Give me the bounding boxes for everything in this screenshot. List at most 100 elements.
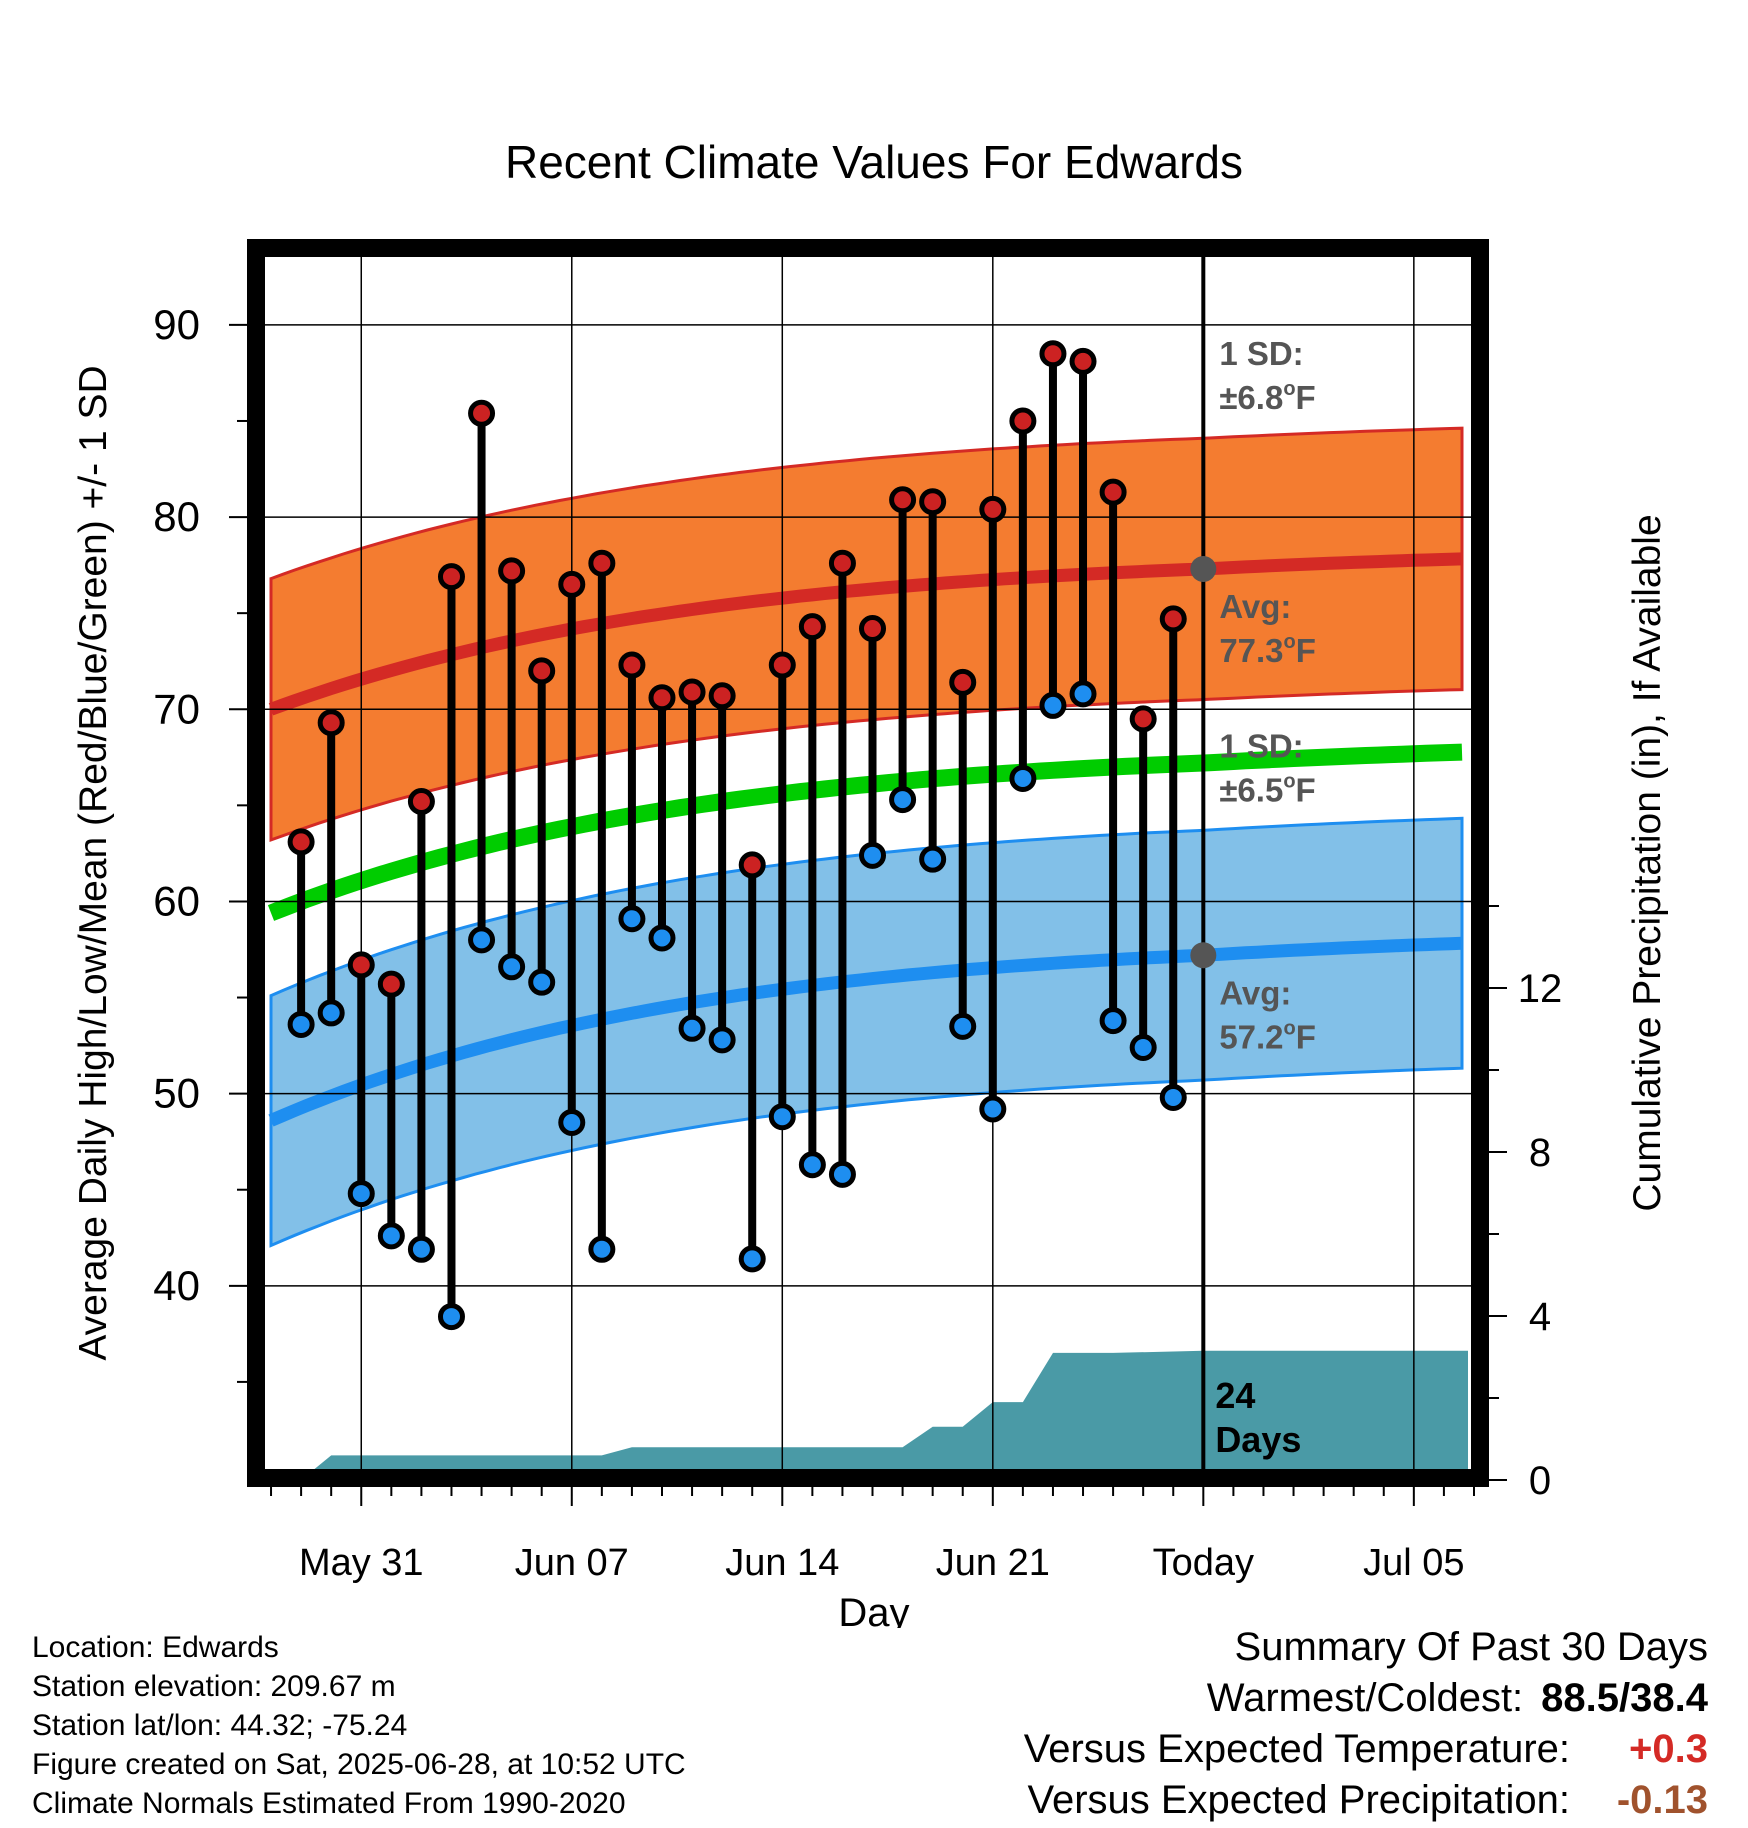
daily-high-point — [1069, 347, 1097, 375]
mean-normal-line — [267, 743, 1463, 921]
summary-warmest-row: Warmest/Coldest: 88.5/38.4 — [1024, 1673, 1708, 1724]
daily-low-point — [377, 1222, 405, 1250]
daily-low-point — [1009, 764, 1037, 792]
y-tick-label-left: 60 — [153, 877, 200, 924]
precip-area — [271, 1350, 1468, 1480]
daily-high-point — [678, 678, 706, 706]
high-normal-line — [268, 552, 1463, 716]
daily-low-point — [828, 1160, 856, 1188]
x-axis-label: Day — [838, 1591, 909, 1628]
daily-low-point — [588, 1235, 616, 1263]
precip-diff-value: -0.13 — [1616, 1778, 1708, 1822]
daily-low-point — [768, 1103, 796, 1131]
y-tick-label-right: 4 — [1529, 1295, 1551, 1339]
today-days-label: 24 — [1215, 1375, 1255, 1416]
daily-low-point — [708, 1026, 736, 1054]
warmest-label: Warmest/Coldest: — [1206, 1676, 1524, 1720]
y-axis-label-right: Cumulative Precipitation (in), If Availa… — [1626, 514, 1669, 1211]
daily-low-point — [1159, 1083, 1187, 1111]
y-tick-label-left: 90 — [153, 301, 200, 348]
station-info: Location: Edwards Station elevation: 209… — [32, 1628, 686, 1823]
daily-high-point — [798, 613, 826, 641]
y-tick-label-left: 70 — [153, 685, 200, 732]
summary-title: Summary Of Past 30 Days — [1234, 1625, 1708, 1669]
y-tick-label-left: 80 — [153, 493, 200, 540]
daily-low-point — [347, 1180, 375, 1208]
daily-low-point — [979, 1095, 1007, 1123]
plot-frame — [247, 239, 1489, 1487]
daily-high-point — [558, 570, 586, 598]
daily-high-point — [859, 615, 887, 643]
daily-high-point — [708, 682, 736, 710]
daily-high-point — [498, 557, 526, 585]
low-normal-annotation: 1 SD: ±6.5oF Avg: 57.2oF — [1219, 727, 1316, 1055]
daily-low-point — [407, 1235, 435, 1263]
normals-text: Climate Normals Estimated From 1990-2020 — [32, 1787, 626, 1820]
daily-high-point — [648, 684, 676, 712]
daily-high-point — [377, 970, 405, 998]
sd-value-label: ±6.5oF — [1219, 770, 1315, 808]
daily-high-point — [588, 549, 616, 577]
y-axis-label-left: Average Daily High/Low/Mean (Red/Blue/Gr… — [72, 365, 115, 1360]
daily-low-point — [648, 924, 676, 952]
sd-label: 1 SD: — [1219, 727, 1303, 764]
avg-label: Avg: — [1219, 974, 1291, 1011]
daily-high-point — [528, 657, 556, 685]
y-tick-label-left: 50 — [153, 1070, 200, 1117]
temp-diff-value: +0.3 — [1629, 1727, 1708, 1771]
daily-low-point — [618, 905, 646, 933]
sd-value-label: ±6.8oF — [1219, 378, 1315, 416]
daily-high-point — [768, 651, 796, 679]
summary-temp-row: Versus Expected Temperature: +0.3 — [1024, 1724, 1708, 1775]
daily-high-point — [618, 651, 646, 679]
high-normal-annotation: 1 SD: ±6.8oF Avg: 77.3oF — [1219, 335, 1316, 669]
daily-low-point — [738, 1245, 766, 1273]
daily-high-point — [979, 495, 1007, 523]
today-days-label: Days — [1215, 1419, 1301, 1460]
daily-high-point — [738, 851, 766, 879]
daily-low-point — [1069, 680, 1097, 708]
daily-high-point — [889, 486, 917, 514]
low-normal-line — [268, 936, 1463, 1127]
y-tick-label-right: 8 — [1529, 1131, 1551, 1175]
daily-low-point — [558, 1108, 586, 1136]
daily-high-point — [437, 563, 465, 591]
daily-low-point — [437, 1303, 465, 1331]
daily-high-point — [1159, 605, 1187, 633]
daily-low-point — [528, 968, 556, 996]
avg-value-label: 77.3oF — [1219, 631, 1316, 669]
daily-low-point — [468, 926, 496, 954]
daily-high-point — [1009, 407, 1037, 435]
created-text: Figure created on Sat, 2025-06-28, at 10… — [32, 1748, 686, 1781]
daily-low-point — [1039, 691, 1067, 719]
x-tick-label: Jun 21 — [936, 1542, 1050, 1584]
daily-high-point — [1099, 478, 1127, 506]
daily-high-point — [1039, 340, 1067, 368]
summary-panel: Summary Of Past 30 Days Warmest/Coldest:… — [1024, 1622, 1708, 1826]
today-low-normal-marker — [1190, 942, 1217, 969]
daily-high-point — [468, 399, 496, 427]
y-tick-label-left: 40 — [153, 1262, 200, 1309]
daily-high-point — [919, 488, 947, 516]
warmest-value: 88.5/38.4 — [1541, 1676, 1708, 1720]
daily-low-point — [798, 1151, 826, 1179]
daily-high-point — [949, 668, 977, 696]
summary-precip-row: Versus Expected Precipitation: -0.13 — [1024, 1775, 1708, 1826]
daily-low-point — [1099, 1007, 1127, 1035]
daily-high-point — [828, 549, 856, 577]
daily-high-point — [317, 709, 345, 737]
daily-low-point — [678, 1014, 706, 1042]
daily-low-point — [317, 999, 345, 1027]
daily-low-point — [919, 845, 947, 873]
daily-low-point — [1129, 1034, 1157, 1061]
precip-diff-label: Versus Expected Precipitation: — [1027, 1778, 1570, 1822]
x-tick-label: Jun 14 — [725, 1542, 839, 1584]
x-tick-label: May 31 — [299, 1542, 424, 1584]
today-high-normal-marker — [1190, 555, 1217, 582]
y-tick-label-right: 0 — [1529, 1459, 1551, 1503]
daily-high-point — [407, 788, 435, 815]
daily-low-point — [859, 841, 887, 869]
daily-low-point — [949, 1012, 977, 1040]
x-tick-label: Today — [1153, 1542, 1254, 1584]
chart-title: Recent Climate Values For Edwards — [505, 136, 1243, 188]
